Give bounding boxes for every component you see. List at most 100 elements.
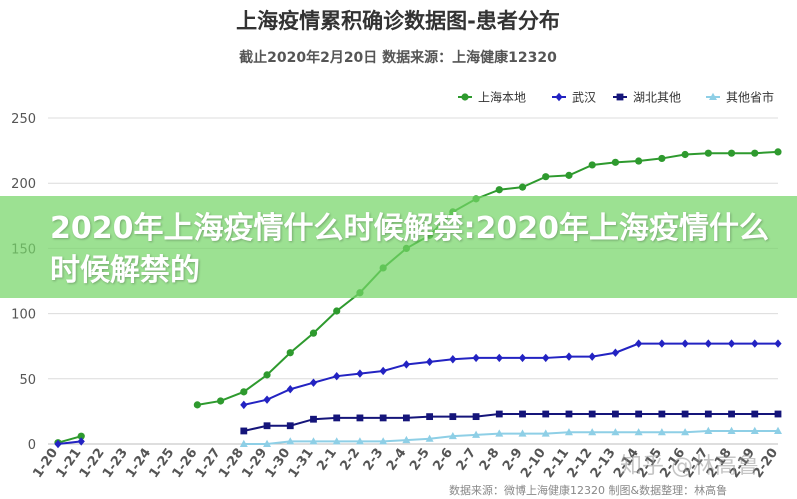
data-point [774, 148, 782, 156]
data-point [461, 93, 469, 101]
data-point [449, 413, 457, 421]
data-point [588, 428, 597, 436]
data-point [704, 410, 712, 418]
data-point [681, 150, 689, 159]
data-point [54, 439, 62, 449]
legend-item: 上海本地 [458, 90, 526, 105]
data-point [332, 437, 341, 445]
data-point [565, 171, 573, 179]
legend-item: 武汉 [552, 91, 596, 105]
data-point [681, 410, 689, 418]
data-point [518, 429, 527, 437]
data-point [77, 437, 85, 446]
data-point [751, 410, 759, 418]
data-point [193, 401, 201, 409]
data-point [541, 429, 550, 437]
data-point [658, 410, 666, 418]
data-point [425, 434, 434, 442]
data-point [333, 307, 341, 315]
y-tick-label: 50 [19, 373, 36, 388]
data-point [658, 154, 666, 163]
data-point [635, 157, 643, 165]
data-point [728, 410, 735, 418]
chart-title: 上海疫情累积确诊数据图-患者分布 [236, 9, 560, 33]
data-point [542, 410, 550, 418]
data-point [588, 161, 596, 169]
data-point [704, 426, 713, 434]
series-lines [54, 148, 782, 449]
data-point [356, 414, 364, 422]
data-point [449, 355, 457, 364]
legend-item: 湖北其他 [613, 90, 681, 105]
data-point [611, 428, 620, 436]
y-tick-label: 250 [11, 112, 36, 127]
data-point [635, 410, 643, 418]
data-point [263, 422, 271, 430]
data-point [612, 410, 619, 418]
data-point [402, 414, 410, 422]
series-line [197, 150, 779, 406]
data-point [333, 371, 341, 381]
data-point [309, 437, 318, 445]
data-point [472, 353, 480, 363]
data-point [286, 422, 294, 430]
x-tick-label: 2-8 [477, 446, 503, 474]
data-point [518, 353, 527, 363]
data-point [751, 149, 759, 157]
data-point [727, 339, 736, 348]
series-triangle [239, 426, 782, 447]
banner-headline: 2020年上海疫情什么时候解禁:2020年上海疫情什么时候解禁的 [50, 211, 769, 288]
data-point [704, 149, 712, 157]
data-point [495, 410, 503, 418]
data-point [240, 388, 248, 396]
y-axis: 050100150200250 [11, 112, 36, 453]
data-point [356, 369, 364, 378]
data-point [634, 428, 643, 436]
x-tick-label: 2-3 [361, 446, 387, 474]
series-line [57, 440, 82, 445]
legend-label: 其他省市 [726, 90, 774, 105]
data-point [774, 426, 782, 434]
data-point [709, 92, 717, 100]
data-point [518, 183, 527, 191]
data-point [611, 158, 620, 166]
data-point [426, 413, 434, 421]
data-point [426, 357, 434, 367]
data-point [402, 435, 411, 444]
data-point [402, 360, 410, 369]
data-point [379, 366, 387, 376]
series-square [240, 410, 782, 435]
data-point [635, 339, 643, 348]
series-line [57, 435, 82, 444]
data-point [542, 173, 550, 181]
legend-label: 湖北其他 [633, 90, 681, 105]
data-point [379, 414, 387, 422]
data-point [310, 415, 317, 423]
data-point [542, 353, 550, 363]
title-banner [0, 196, 797, 298]
x-tick-label: 2-6 [430, 446, 456, 474]
data-point [588, 352, 596, 361]
data-point [495, 353, 503, 363]
legend-label: 武汉 [572, 91, 596, 105]
data-point [681, 339, 689, 348]
data-point [774, 339, 782, 348]
chart-subtitle: 截止2020年2月20日 数据来源：上海健康12320 [239, 49, 557, 66]
x-tick-label: 2-1 [314, 446, 340, 474]
zhihu-watermark: 知乎 @林高鲁 [620, 454, 759, 479]
data-point [286, 349, 294, 357]
data-point [472, 430, 481, 438]
data-point [564, 428, 573, 436]
data-point [355, 437, 364, 445]
data-point [704, 339, 712, 348]
data-source-credit: 数据来源：微博上海健康12320 制图&数据整理：林高鲁 [449, 484, 728, 497]
x-tick-label: 2-5 [407, 446, 433, 474]
data-point [286, 437, 295, 445]
data-point [240, 427, 248, 435]
data-point [751, 339, 759, 348]
legend-label: 上海本地 [478, 90, 526, 105]
y-tick-label: 200 [11, 177, 36, 192]
x-tick-label: 2-2 [337, 446, 363, 474]
data-point [616, 93, 624, 101]
data-point [657, 428, 666, 436]
